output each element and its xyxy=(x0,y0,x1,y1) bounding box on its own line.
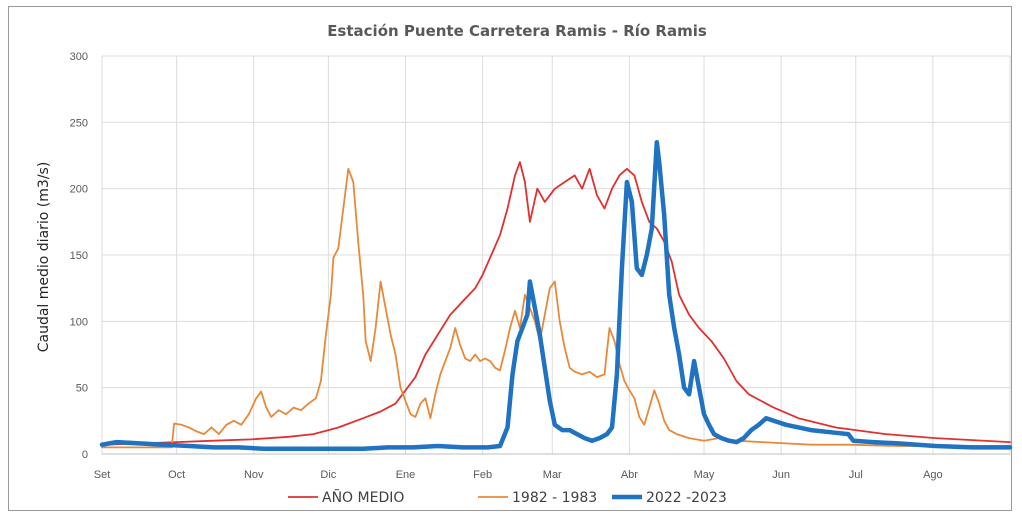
y-tick-label: 100 xyxy=(70,316,88,328)
x-tick-label: Ago xyxy=(923,469,943,481)
x-tick-label: Nov xyxy=(244,469,264,481)
grid xyxy=(101,55,1011,455)
y-tick-label: 250 xyxy=(70,117,88,129)
series-line-3 xyxy=(99,139,1013,451)
x-tick-label: Mar xyxy=(543,469,562,481)
x-tick-label: Dic xyxy=(320,469,336,481)
y-tick-label: 200 xyxy=(70,184,88,196)
y-tick-label: 150 xyxy=(70,250,88,262)
x-tick-label: Jul xyxy=(849,469,863,481)
x-tick-label: Jun xyxy=(772,469,790,481)
legend-label: 2022 -2023 xyxy=(646,490,727,506)
x-tick-label: May xyxy=(694,469,715,481)
y-tick-label: 50 xyxy=(76,383,88,395)
series-lines xyxy=(99,139,1013,451)
x-tick-label: Feb xyxy=(473,469,492,481)
x-tick-label: Set xyxy=(94,469,111,481)
legend: AÑO MEDIO 1982 - 1983 2022 -2023 xyxy=(288,489,727,506)
series-line-2 xyxy=(101,167,1011,449)
x-tick-label: Ene xyxy=(396,469,416,481)
y-tick-label: 0 xyxy=(82,449,88,461)
legend-label: 1982 - 1983 xyxy=(512,490,597,506)
legend-label: AÑO MEDIO xyxy=(322,489,404,506)
chart-title: Estación Puente Carretera Ramis - Río Ra… xyxy=(327,22,707,40)
axes: 0 50 100 150 200 250 300 Set Oct Nov Dic Ene Feb Mar A… xyxy=(70,51,1010,481)
series-line-1 xyxy=(101,161,1011,446)
chart-frame xyxy=(8,6,1012,511)
y-tick-label: 300 xyxy=(70,51,88,63)
x-tick-label: Abr xyxy=(621,469,638,481)
x-tick-label: Oct xyxy=(168,469,185,481)
y-axis-label: Caudal medio diario (m3/s) xyxy=(36,162,52,353)
